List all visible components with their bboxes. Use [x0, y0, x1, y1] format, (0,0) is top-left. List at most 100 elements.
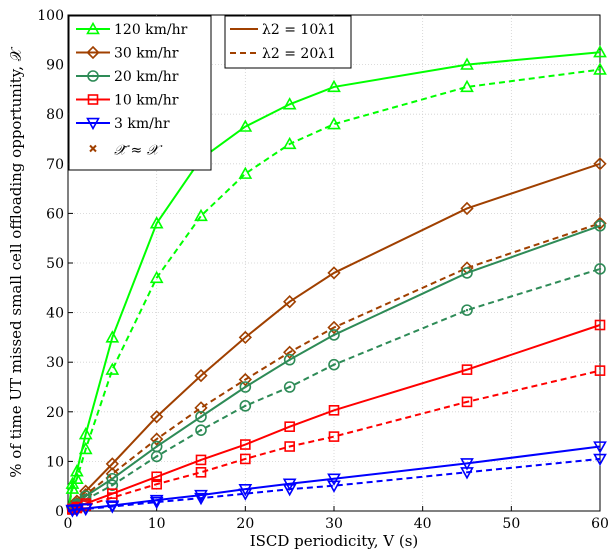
- series-group: [65, 45, 607, 518]
- series-9-point-5: [149, 496, 164, 510]
- series-4-point-4-dot: [111, 477, 114, 480]
- series-1-point-4: [105, 362, 120, 375]
- series-1-point-2: [70, 471, 84, 484]
- series-5-point-6-dot: [199, 428, 203, 432]
- series-5-point-6: [195, 424, 207, 436]
- legend-speed-marker-1: [86, 45, 100, 60]
- y-tick-label-3: 30: [46, 355, 64, 371]
- series-2-point-7: [238, 330, 252, 345]
- series-7-point-9: [328, 431, 340, 442]
- series-4-point-11: [594, 220, 606, 232]
- series-5-point-11-dot: [598, 267, 602, 271]
- series-2-point-8: [283, 295, 297, 309]
- legend-speed-marker-2: [87, 70, 99, 82]
- series-5-point-7: [239, 400, 252, 412]
- series-5-point-10-dot: [465, 308, 469, 312]
- series-0-point-4: [105, 330, 120, 343]
- series-4-point-3-dot: [84, 494, 87, 498]
- series-9-point-11: [593, 453, 607, 467]
- series-0-point-11: [593, 45, 607, 58]
- series-6-point-7: [240, 439, 251, 450]
- series-line-9: [67, 457, 601, 512]
- series-6-point-10: [461, 364, 473, 375]
- series-1-point-5: [149, 270, 164, 284]
- series-3-point-9: [327, 320, 341, 335]
- series-2-point-11: [593, 157, 607, 171]
- series-1-point-10: [460, 79, 474, 93]
- x-axis-label: ISCD periodicity, V (s): [250, 532, 419, 550]
- y-tick-label-10: 100: [37, 8, 64, 24]
- series-2-point-5: [150, 410, 164, 424]
- legend-speed-box: [68, 15, 212, 171]
- series-7: [67, 365, 606, 515]
- series-1-point-3: [78, 441, 93, 455]
- series-4-point-6-dot: [199, 415, 203, 418]
- series-6-point-5: [151, 471, 162, 483]
- series-4-point-10-dot: [465, 271, 469, 275]
- legend-ratio-label-0: λ2 = 10λ1: [262, 22, 336, 38]
- series-2-point-9: [327, 266, 341, 280]
- series-8-point-9: [327, 473, 341, 486]
- series-2-point-6: [194, 368, 208, 383]
- series-1: [65, 62, 607, 512]
- x-axis-ticks: 0 10 20 30 40 50 60: [64, 506, 609, 532]
- series-7-point-10: [461, 396, 473, 408]
- series-1-point-8: [282, 136, 297, 150]
- y-tick-label-8: 80: [46, 107, 64, 123]
- series-4-point-11-dot: [598, 224, 602, 227]
- y-tick-label-2: 20: [46, 405, 64, 421]
- series-5-point-4-dot: [111, 484, 114, 487]
- legend-speed-marker-4: [86, 117, 100, 131]
- series-5-point-5: [150, 450, 163, 463]
- y-tick-label-1: 10: [46, 454, 64, 470]
- series-0-point-9: [327, 79, 341, 93]
- series-1-point-1: [65, 481, 80, 494]
- series-6-point-11: [594, 319, 606, 331]
- x-tick-label-4: 40: [414, 516, 432, 532]
- series-8-point-5: [149, 494, 164, 508]
- legend-ratio-label-1: λ2 = 20λ1: [262, 46, 336, 62]
- legend-speed-label-3: 10 km/hr: [114, 93, 179, 109]
- y-tick-label-0: 0: [55, 504, 64, 520]
- series-8-point-11: [593, 441, 607, 454]
- series-5-point-8-dot: [288, 385, 291, 389]
- legend-speed: 120 km/hr 30 km/hr 20 km/hr 10 km/hr 3 km/hr…: [68, 15, 212, 171]
- x-tick-label-0: 0: [64, 516, 73, 532]
- x-tick-label-1: 10: [148, 516, 166, 532]
- legend-speed-label-0: 120 km/hr: [114, 22, 188, 38]
- x-tick-label-5: 50: [502, 516, 520, 532]
- series-9: [65, 453, 607, 518]
- series-4-point-9-dot: [332, 333, 336, 337]
- series-5-point-9: [328, 358, 340, 371]
- series-9-point-7: [238, 488, 253, 501]
- series-2-point-10: [460, 201, 474, 216]
- legend-ratio: λ2 = 10λ1 λ2 = 20λ1: [224, 15, 352, 69]
- series-8-point-6: [194, 489, 208, 503]
- series-line-7: [67, 369, 601, 512]
- series-4-point-4: [106, 472, 119, 485]
- legend-speed-label-4: 3 km/hr: [114, 116, 170, 132]
- x-tick-label-3: 30: [325, 516, 343, 532]
- series-7-point-6: [195, 467, 207, 478]
- y-tick-label-4: 40: [46, 306, 64, 322]
- series-3-point-7: [238, 372, 252, 387]
- y-axis-label: % of time UT missed small cell offloadin…: [7, 46, 25, 478]
- y-tick-label-5: 50: [46, 256, 64, 272]
- x-tick-label-2: 20: [236, 516, 254, 532]
- series-9-point-4: [105, 501, 120, 514]
- series-3-point-6: [194, 401, 208, 415]
- series-5-point-5-dot: [155, 455, 158, 458]
- series-9-point-10: [460, 467, 474, 480]
- series-0-point-3: [78, 426, 93, 440]
- series-4-point-5-dot: [155, 445, 158, 448]
- series-9-point-9: [327, 480, 341, 493]
- y-tick-label-7: 70: [46, 157, 64, 173]
- series-9-point-2: [70, 504, 84, 518]
- series-6-point-8: [284, 421, 295, 432]
- series-1-point-11: [593, 62, 607, 75]
- y-tick-label-9: 90: [46, 58, 64, 74]
- series-0-point-8: [282, 97, 297, 110]
- series-0-point-5: [149, 216, 164, 229]
- legend-ratio-box: [224, 15, 352, 69]
- series-7-point-5: [151, 478, 162, 490]
